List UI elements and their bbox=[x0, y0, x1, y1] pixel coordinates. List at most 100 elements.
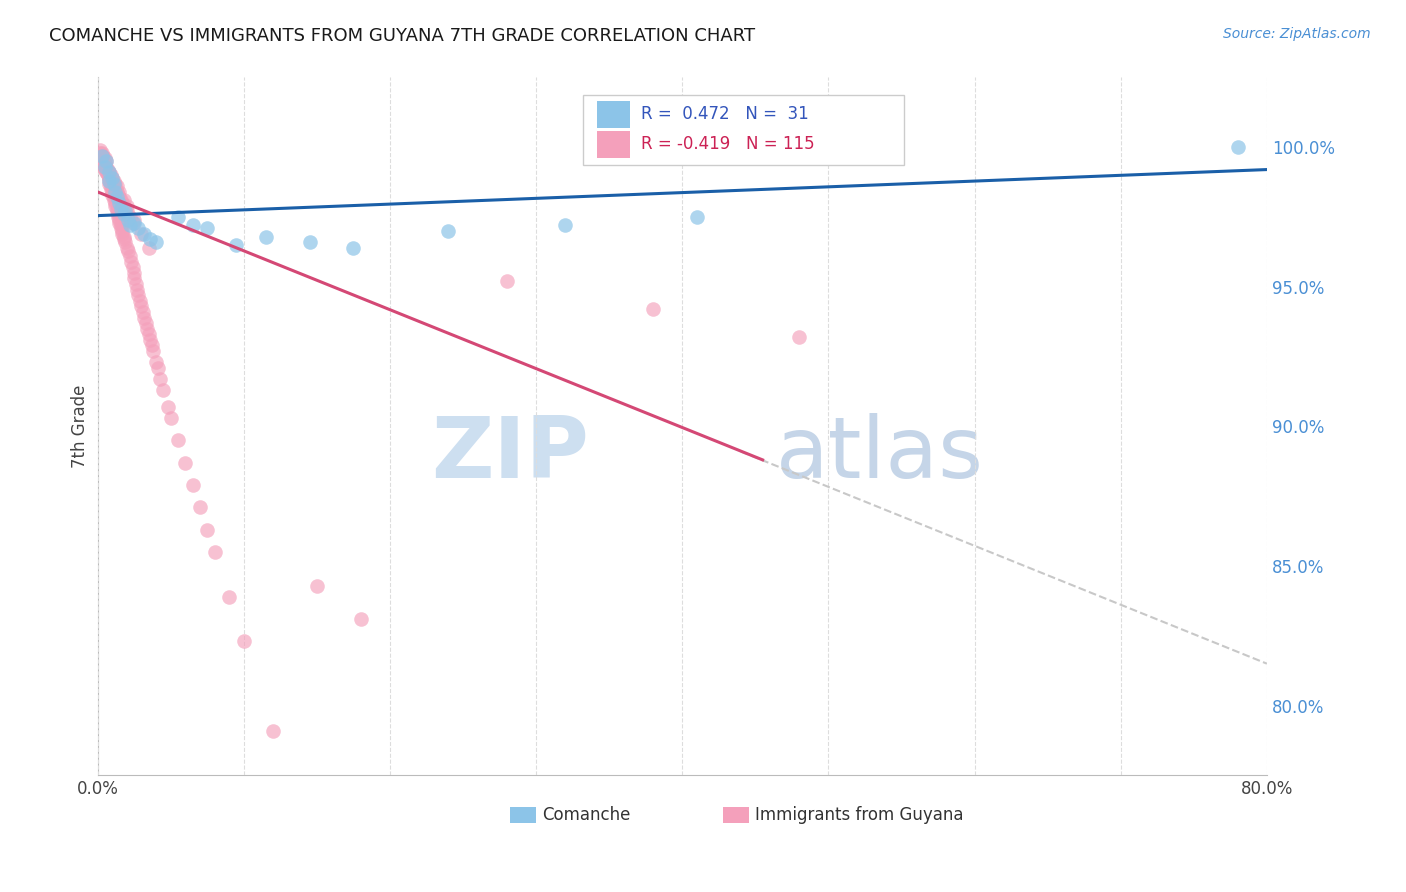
Point bbox=[145, 235, 167, 249]
Point bbox=[437, 224, 460, 238]
Point bbox=[110, 221, 132, 235]
Text: Immigrants from Guyana: Immigrants from Guyana bbox=[755, 806, 963, 824]
Point bbox=[305, 578, 328, 592]
Point bbox=[122, 266, 145, 280]
Point bbox=[181, 478, 204, 492]
Point bbox=[112, 232, 135, 246]
Point bbox=[262, 723, 284, 738]
Point bbox=[641, 302, 664, 317]
Point bbox=[120, 254, 142, 268]
Point bbox=[554, 219, 576, 233]
Point bbox=[115, 241, 138, 255]
Point bbox=[103, 177, 125, 191]
Point bbox=[108, 212, 131, 227]
Point bbox=[117, 212, 139, 227]
Point bbox=[121, 216, 143, 230]
Point bbox=[134, 227, 156, 241]
Point bbox=[97, 168, 120, 182]
Point bbox=[94, 152, 117, 166]
Point bbox=[96, 154, 118, 169]
Point bbox=[136, 321, 159, 335]
Point bbox=[101, 187, 124, 202]
Point bbox=[111, 196, 134, 211]
Point bbox=[134, 310, 156, 325]
Point bbox=[107, 207, 129, 221]
Point bbox=[112, 199, 135, 213]
Point bbox=[98, 165, 121, 179]
Point bbox=[104, 177, 127, 191]
Text: atlas: atlas bbox=[776, 413, 984, 496]
Point bbox=[181, 219, 204, 233]
Point bbox=[138, 241, 160, 255]
Point bbox=[139, 333, 162, 347]
Point bbox=[101, 177, 124, 191]
Point bbox=[94, 157, 117, 171]
Point bbox=[100, 168, 122, 182]
Point bbox=[105, 202, 128, 216]
Point bbox=[97, 165, 120, 179]
Point bbox=[350, 612, 373, 626]
Point bbox=[100, 179, 122, 194]
Point bbox=[142, 344, 165, 359]
Point bbox=[105, 179, 128, 194]
Text: COMANCHE VS IMMIGRANTS FROM GUYANA 7TH GRADE CORRELATION CHART: COMANCHE VS IMMIGRANTS FROM GUYANA 7TH G… bbox=[49, 27, 755, 45]
Point bbox=[298, 235, 321, 249]
Point bbox=[100, 182, 122, 196]
Point bbox=[167, 434, 190, 448]
Point bbox=[139, 232, 162, 246]
Point bbox=[115, 204, 138, 219]
Point bbox=[232, 634, 254, 648]
Text: Source: ZipAtlas.com: Source: ZipAtlas.com bbox=[1223, 27, 1371, 41]
Point bbox=[152, 383, 174, 397]
Point bbox=[167, 210, 190, 224]
Point bbox=[98, 170, 121, 185]
Point bbox=[111, 227, 134, 241]
Point bbox=[174, 456, 197, 470]
Point bbox=[94, 162, 117, 177]
Point bbox=[125, 283, 148, 297]
Point bbox=[104, 182, 127, 196]
Point bbox=[104, 185, 127, 199]
Point bbox=[91, 148, 114, 162]
Point bbox=[103, 179, 125, 194]
Point bbox=[218, 590, 240, 604]
Point bbox=[91, 148, 114, 162]
Point bbox=[114, 202, 136, 216]
Text: R = -0.419   N = 115: R = -0.419 N = 115 bbox=[641, 135, 815, 153]
Bar bbox=[598, 101, 630, 128]
Y-axis label: 7th Grade: 7th Grade bbox=[72, 384, 89, 468]
Point bbox=[1226, 140, 1249, 154]
Text: R =  0.472   N =  31: R = 0.472 N = 31 bbox=[641, 104, 808, 123]
Point bbox=[110, 194, 132, 208]
Point bbox=[101, 185, 124, 199]
Point bbox=[94, 157, 117, 171]
Point bbox=[108, 216, 131, 230]
Bar bbox=[598, 131, 630, 158]
Point bbox=[108, 196, 131, 211]
Point bbox=[91, 145, 114, 160]
Point bbox=[121, 260, 143, 275]
Point bbox=[495, 274, 517, 288]
Point bbox=[96, 160, 118, 174]
Point bbox=[131, 299, 153, 313]
Point bbox=[98, 174, 121, 188]
Point bbox=[94, 160, 117, 174]
Point bbox=[94, 160, 117, 174]
Point bbox=[107, 187, 129, 202]
Point bbox=[103, 190, 125, 204]
Point bbox=[225, 238, 247, 252]
Point bbox=[108, 190, 131, 204]
Point bbox=[254, 229, 277, 244]
Point bbox=[118, 219, 141, 233]
Point bbox=[89, 145, 111, 160]
Point bbox=[112, 229, 135, 244]
Point bbox=[135, 316, 157, 330]
Point bbox=[98, 177, 121, 191]
Point bbox=[96, 154, 118, 169]
Point bbox=[105, 190, 128, 204]
Text: ZIP: ZIP bbox=[432, 413, 589, 496]
Point bbox=[108, 185, 131, 199]
Point bbox=[89, 143, 111, 157]
Point bbox=[114, 204, 136, 219]
Bar bbox=[510, 807, 536, 822]
